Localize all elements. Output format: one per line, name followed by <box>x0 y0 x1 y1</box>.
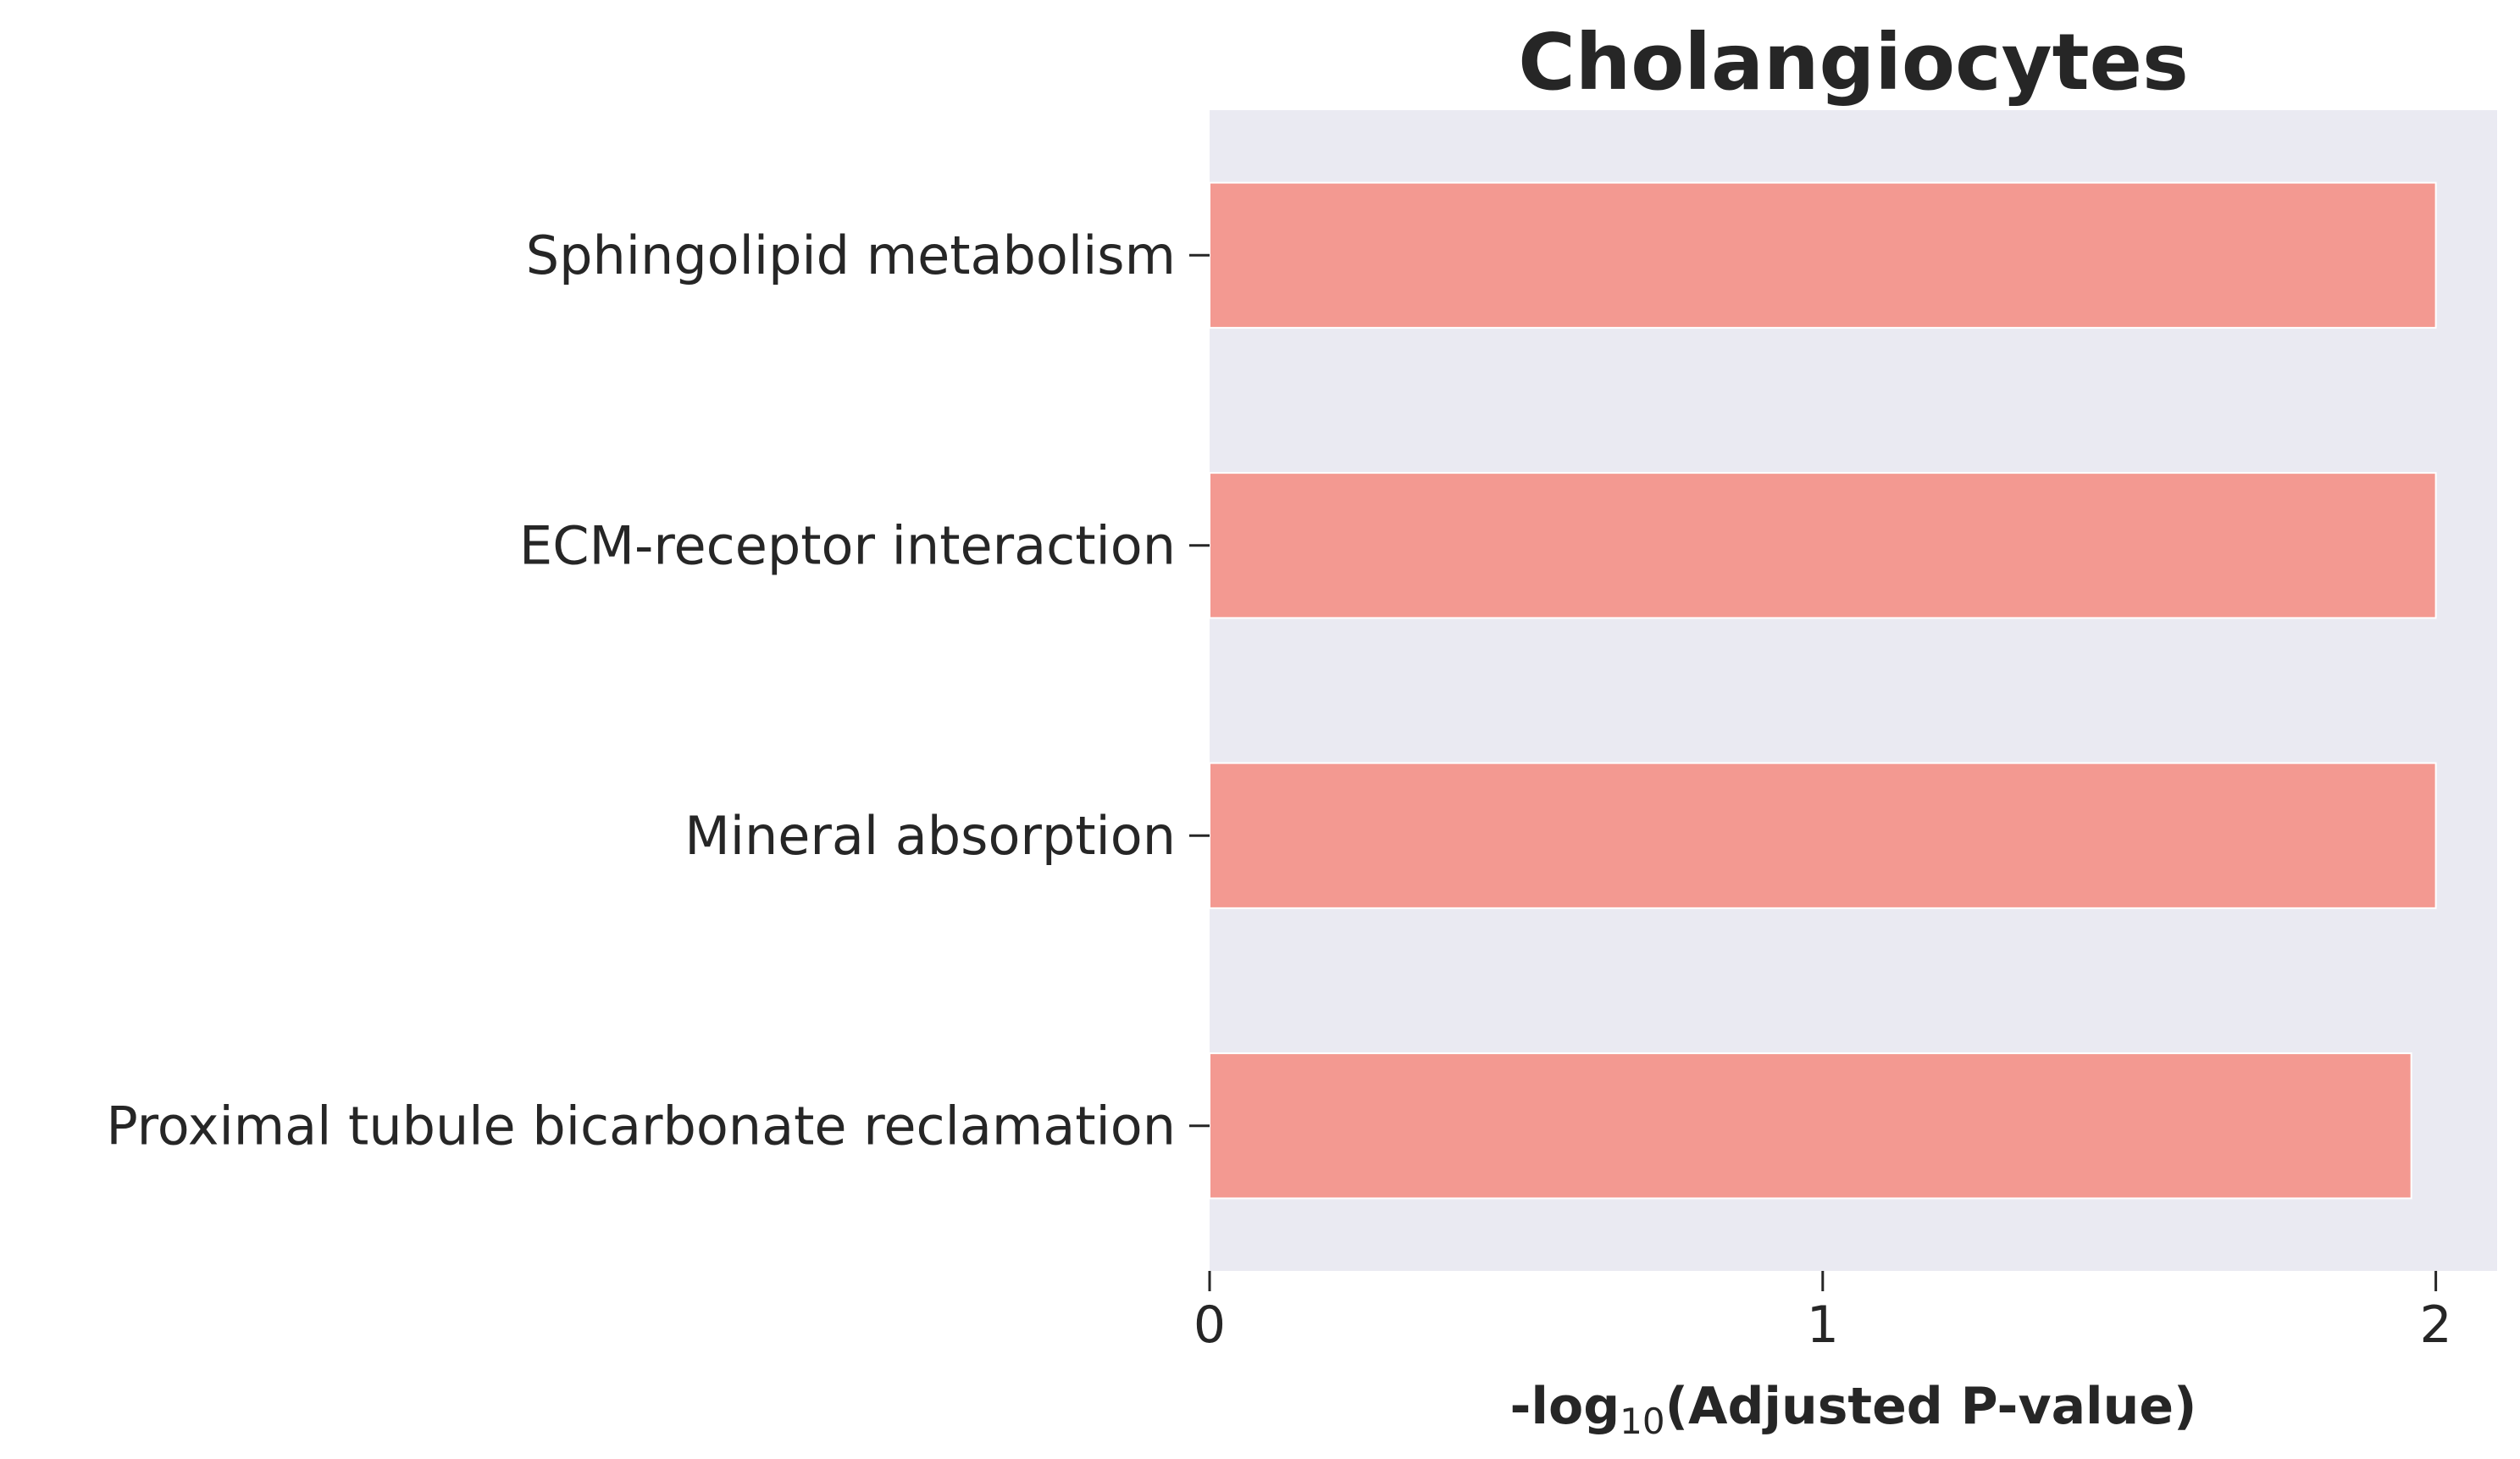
y-tick-label: ECM-receptor interaction <box>519 514 1176 576</box>
chart-title: Cholangiocytes <box>1518 17 2189 108</box>
x-tick-label: 0 <box>1194 1295 1226 1355</box>
x-tick-label: 2 <box>2420 1295 2452 1355</box>
bar <box>1209 181 2437 329</box>
x-axis-label: -log10(Adjusted P-value) <box>1510 1377 2197 1442</box>
y-axis: Sphingolipid metabolism ECM-receptor inte… <box>106 225 1210 1157</box>
bar <box>1209 1052 2412 1200</box>
x-axis-label-suffix: (Adjusted P-value) <box>1665 1377 2197 1436</box>
bar <box>1209 762 2437 909</box>
bars-group <box>1209 181 2437 1200</box>
y-tick-label: Mineral absorption <box>684 805 1176 867</box>
y-tick-label: Proximal tubule bicarbonate reclamation <box>106 1095 1176 1157</box>
x-tick-label: 1 <box>1807 1295 1839 1355</box>
x-axis-label-prefix: -log <box>1510 1377 1620 1436</box>
x-axis: 0 1 2 <box>1194 1271 2452 1355</box>
bar <box>1209 472 2437 619</box>
y-tick-label: Sphingolipid metabolism <box>526 225 1176 286</box>
x-axis-label-subscript: 10 <box>1620 1401 1664 1442</box>
